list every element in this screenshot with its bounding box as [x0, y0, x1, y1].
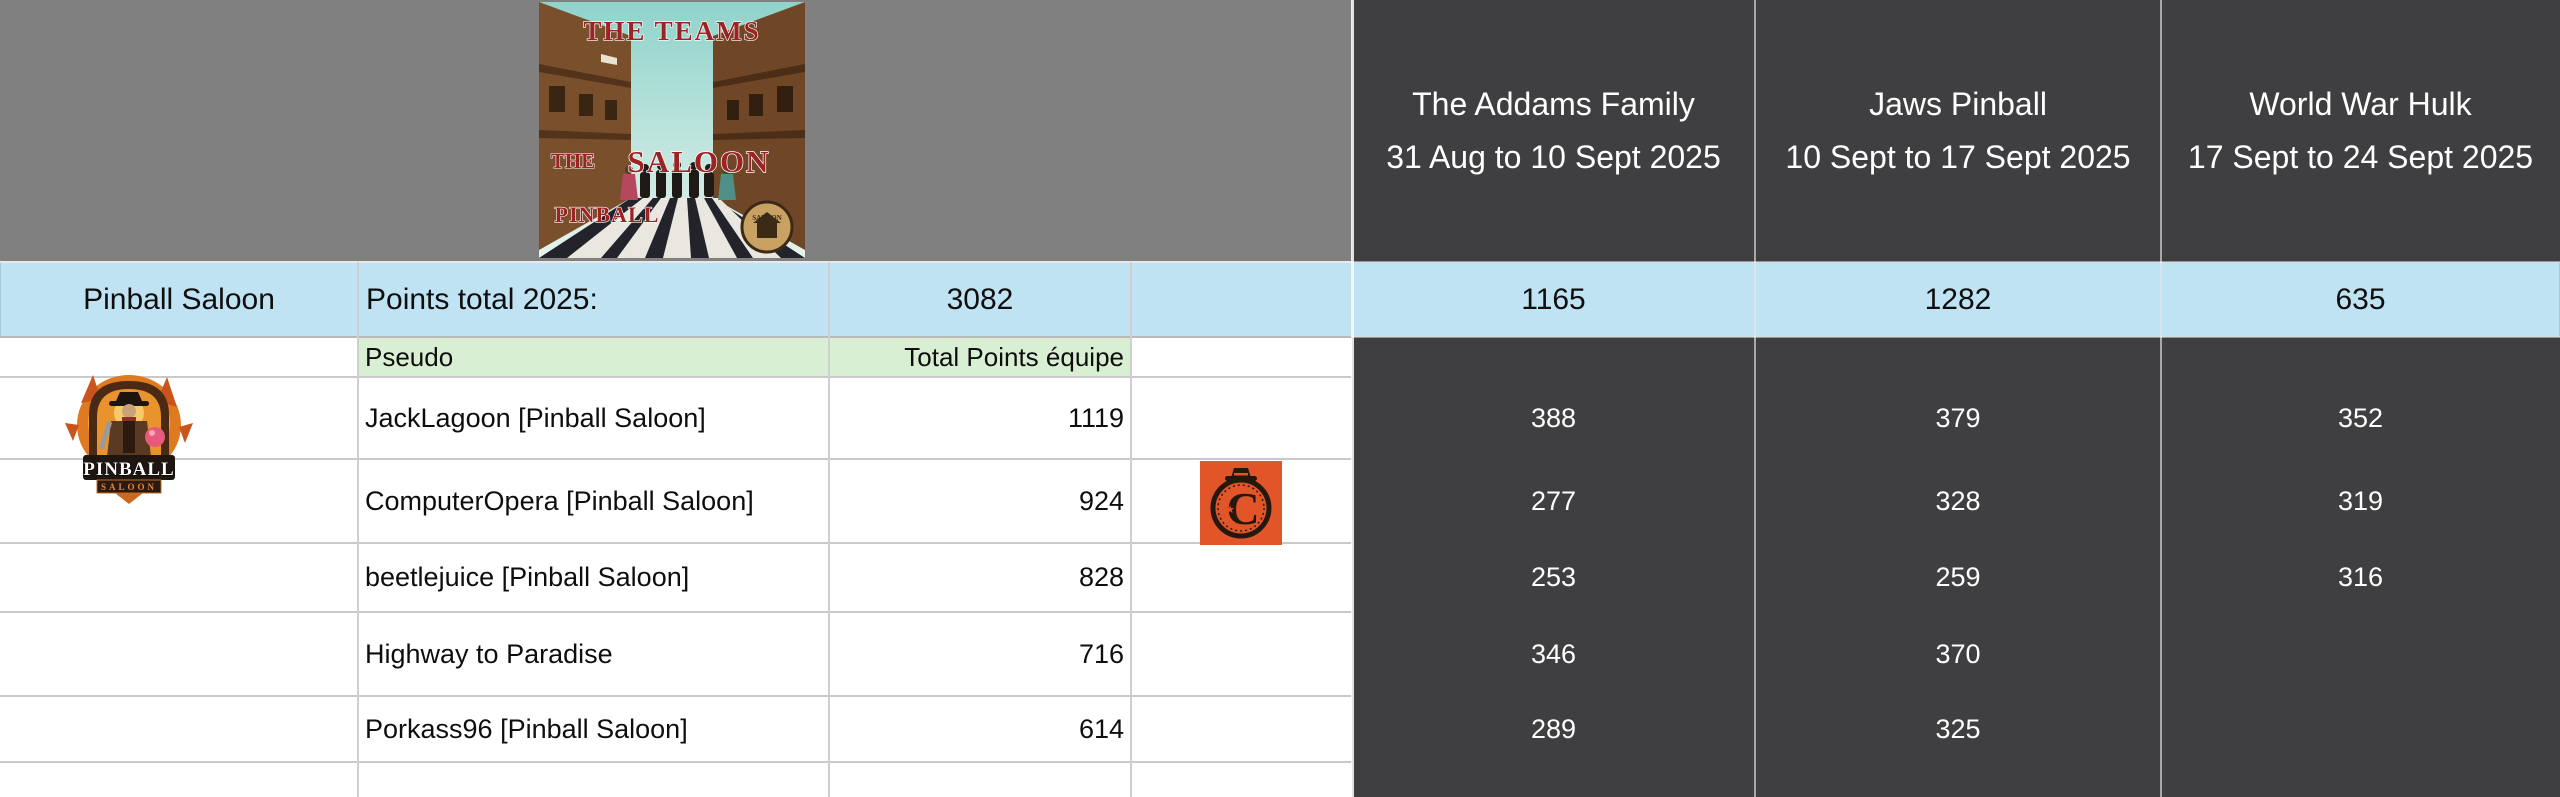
gridline	[0, 695, 1352, 697]
cell-player-name[interactable]: Highway to Paradise	[358, 612, 829, 696]
score-cell[interactable]: 259	[1935, 562, 1981, 592]
team-logo-title: PINBALL	[83, 459, 174, 480]
gridline	[2160, 0, 2162, 797]
computeropera-logo-image[interactable]: C ★	[1200, 461, 1282, 545]
cell-total-header[interactable]: Total Points équipe	[829, 337, 1131, 377]
cell-competition-total-2[interactable]: 1282	[1755, 262, 2161, 337]
gridline	[0, 542, 1352, 544]
team-logo-image[interactable]: PINBALL SALOON	[63, 363, 195, 505]
cell-player-name[interactable]: ComputerOpera [Pinball Saloon]	[358, 459, 829, 543]
score-cell[interactable]: 346	[1530, 638, 1577, 669]
cell-player-name[interactable]: beetlejuice [Pinball Saloon]	[358, 543, 829, 612]
computeropera-logo-art	[1200, 461, 1282, 545]
poster-scene	[539, 2, 805, 258]
score-cell[interactable]: 277	[1530, 485, 1577, 516]
score-cell[interactable]: 328	[1935, 485, 1981, 516]
score-cell[interactable]: 388	[1530, 402, 1577, 433]
competition-dates: 31 Aug to 10 Sept 2025	[1386, 139, 1721, 175]
gridline	[0, 761, 1352, 763]
gridline	[1351, 0, 1354, 797]
score-cell[interactable]: 289	[1530, 713, 1577, 744]
cell-points-total-label[interactable]: Points total 2025:	[358, 262, 829, 337]
competition-title: Jaws Pinball	[1869, 86, 2047, 122]
competition-dates: 17 Sept to 24 Sept 2025	[2187, 139, 2534, 175]
competition-header-3[interactable]: World War Hulk 17 Sept to 24 Sept 2025	[2161, 78, 2560, 184]
cell-player-total[interactable]: 614	[829, 696, 1131, 762]
cell-player-total[interactable]: 1119	[829, 377, 1131, 459]
cell-pseudo-header[interactable]: Pseudo	[358, 337, 829, 377]
cell-player-total[interactable]: 924	[829, 459, 1131, 543]
cell-player-name[interactable]: JackLagoon [Pinball Saloon]	[358, 377, 829, 459]
poster-badge-label: SALOON	[752, 214, 782, 222]
gridline	[357, 262, 359, 797]
gridline	[0, 376, 1352, 378]
competition-title: The Addams Family	[1412, 86, 1695, 122]
competitions-dark-panel	[1352, 0, 2560, 797]
score-cell[interactable]: 316	[2337, 562, 2384, 592]
score-cell[interactable]: 325	[1935, 713, 1981, 744]
cell-player-total[interactable]: 716	[829, 612, 1131, 696]
gridline	[1754, 0, 1756, 797]
competition-dates: 10 Sept to 17 Sept 2025	[1785, 139, 2131, 175]
poster-title-pinball: PINBALL	[555, 202, 660, 227]
competition-title: World War Hulk	[2249, 86, 2472, 122]
gridline	[0, 611, 1352, 613]
gridline	[1130, 262, 1132, 797]
gridline	[0, 336, 1352, 338]
score-cell[interactable]: 379	[1935, 402, 1981, 433]
gridline	[0, 261, 1352, 263]
competition-header-2[interactable]: Jaws Pinball 10 Sept to 17 Sept 2025	[1755, 78, 2161, 184]
gridline	[828, 262, 830, 797]
cell-team-name[interactable]: Pinball Saloon	[0, 262, 358, 337]
team-logo-subtitle: SALOON	[101, 482, 157, 492]
teams-poster-image[interactable]: THE TEAMS THE SALOON PINBALL SALOON	[539, 2, 805, 258]
score-cell[interactable]: 352	[2337, 402, 2384, 433]
score-cell[interactable]: 253	[1530, 562, 1577, 592]
computeropera-logo-letter: C	[1226, 483, 1259, 534]
score-cell[interactable]: 370	[1935, 638, 1981, 669]
computeropera-logo-star: ★	[1225, 504, 1235, 516]
score-cell[interactable]: 319	[2337, 485, 2384, 516]
poster-title-the: THE	[551, 149, 595, 173]
score-cell[interactable]	[2161, 696, 2560, 762]
cell-points-total-value[interactable]: 3082	[829, 262, 1131, 337]
gridline	[0, 458, 1352, 460]
gridline	[1352, 336, 2560, 338]
cell-competition-total-1[interactable]: 1165	[1352, 262, 1755, 337]
score-cell[interactable]	[2161, 612, 2560, 696]
poster-title-saloon: SALOON	[628, 144, 771, 179]
team-logo-art	[65, 375, 193, 504]
cell-blue-empty[interactable]	[1131, 262, 1352, 337]
cell-player-name[interactable]: Porkass96 [Pinball Saloon]	[358, 696, 829, 762]
competition-header-1[interactable]: The Addams Family 31 Aug to 10 Sept 2025	[1352, 78, 1755, 184]
poster-title-top: THE TEAMS	[583, 16, 760, 46]
cell-player-total[interactable]: 828	[829, 543, 1131, 612]
gridline	[1352, 261, 2560, 263]
cell-competition-total-3[interactable]: 635	[2161, 262, 2560, 337]
